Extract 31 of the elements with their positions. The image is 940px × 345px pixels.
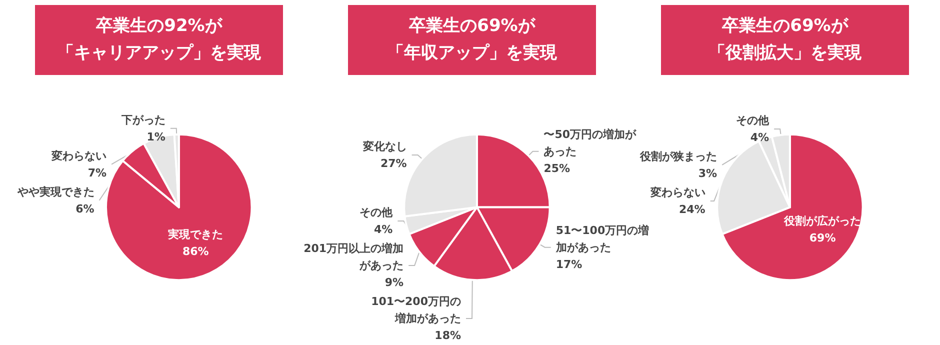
data-label: 4% xyxy=(374,223,393,236)
slice-label: 変わらない xyxy=(50,149,107,162)
slice-label: その他 xyxy=(360,206,394,219)
slice-label: 実現できた xyxy=(167,228,224,241)
slice-label: 101〜200万円の増加があった xyxy=(371,295,462,325)
data-label: 17% xyxy=(556,258,582,271)
data-label: 9% xyxy=(384,276,404,289)
data-label: 69% xyxy=(809,231,836,244)
slice-label: 役割が広がった xyxy=(783,214,862,228)
slice-label: 51〜100万円の増加があった xyxy=(554,224,650,254)
data-label: 1% xyxy=(146,130,166,144)
slice-label: 下がった xyxy=(120,113,166,126)
data-label: 86% xyxy=(182,244,209,258)
chart-title: 卒業生の69%が「役割拡大」を実現 xyxy=(661,5,909,75)
slice-label: 変化なし xyxy=(362,140,407,154)
slice-label: 役割が狭まった xyxy=(639,150,718,163)
data-label: 6% xyxy=(76,202,94,216)
data-label: 24% xyxy=(678,202,706,216)
chart-title: 卒業生の92%が「キャリアアップ」を実現 xyxy=(35,5,283,75)
slice-label: 〜50万円の増加があった xyxy=(544,128,638,158)
slice-label: 変わらない xyxy=(649,186,706,199)
slice-label: その他 xyxy=(736,114,770,127)
data-label: 18% xyxy=(434,329,462,342)
slice-label: やや実現できた xyxy=(16,185,94,198)
data-label: 4% xyxy=(750,130,770,144)
data-label: 3% xyxy=(698,166,718,180)
data-label: 25% xyxy=(544,162,570,175)
data-label: 27% xyxy=(380,157,407,170)
chart-title: 卒業生の69%が「年収アップ」を実現 xyxy=(348,5,596,75)
data-label: 7% xyxy=(88,166,107,180)
slice-label: 201万円以上の増加があった xyxy=(304,242,404,272)
